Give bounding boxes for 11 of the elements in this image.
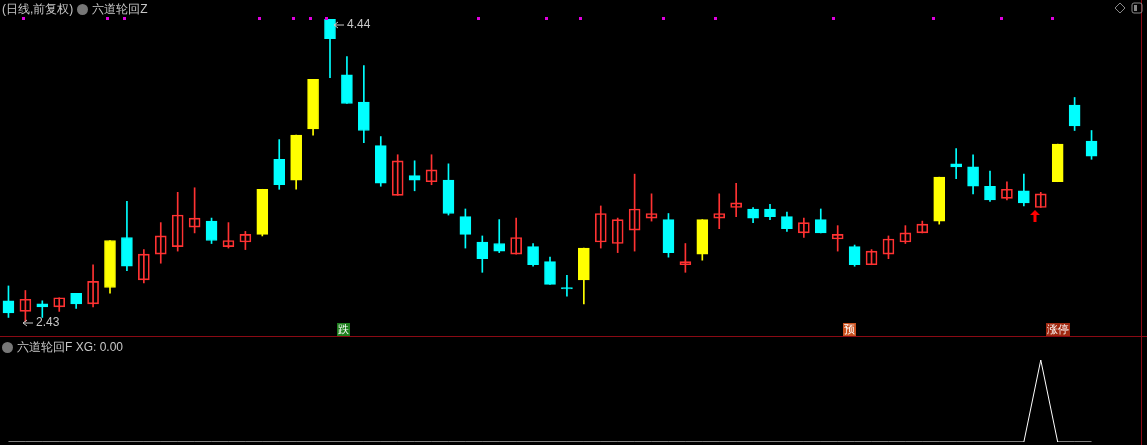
candlestick [36, 300, 49, 318]
candlestick [493, 219, 506, 253]
candlestick [561, 275, 573, 297]
text: 涨停 [1046, 323, 1070, 336]
annotation: 4.44 [346, 17, 372, 31]
chart-subtitle: 六道轮回Z [92, 1, 148, 18]
annotation: 2.43 [35, 315, 61, 329]
text: 跌 [337, 323, 350, 336]
chart-title: 六道轮回F XG: 0.00 [17, 339, 124, 356]
chart-title: (日线,前复权) [2, 1, 74, 18]
text: 预 [843, 323, 856, 336]
